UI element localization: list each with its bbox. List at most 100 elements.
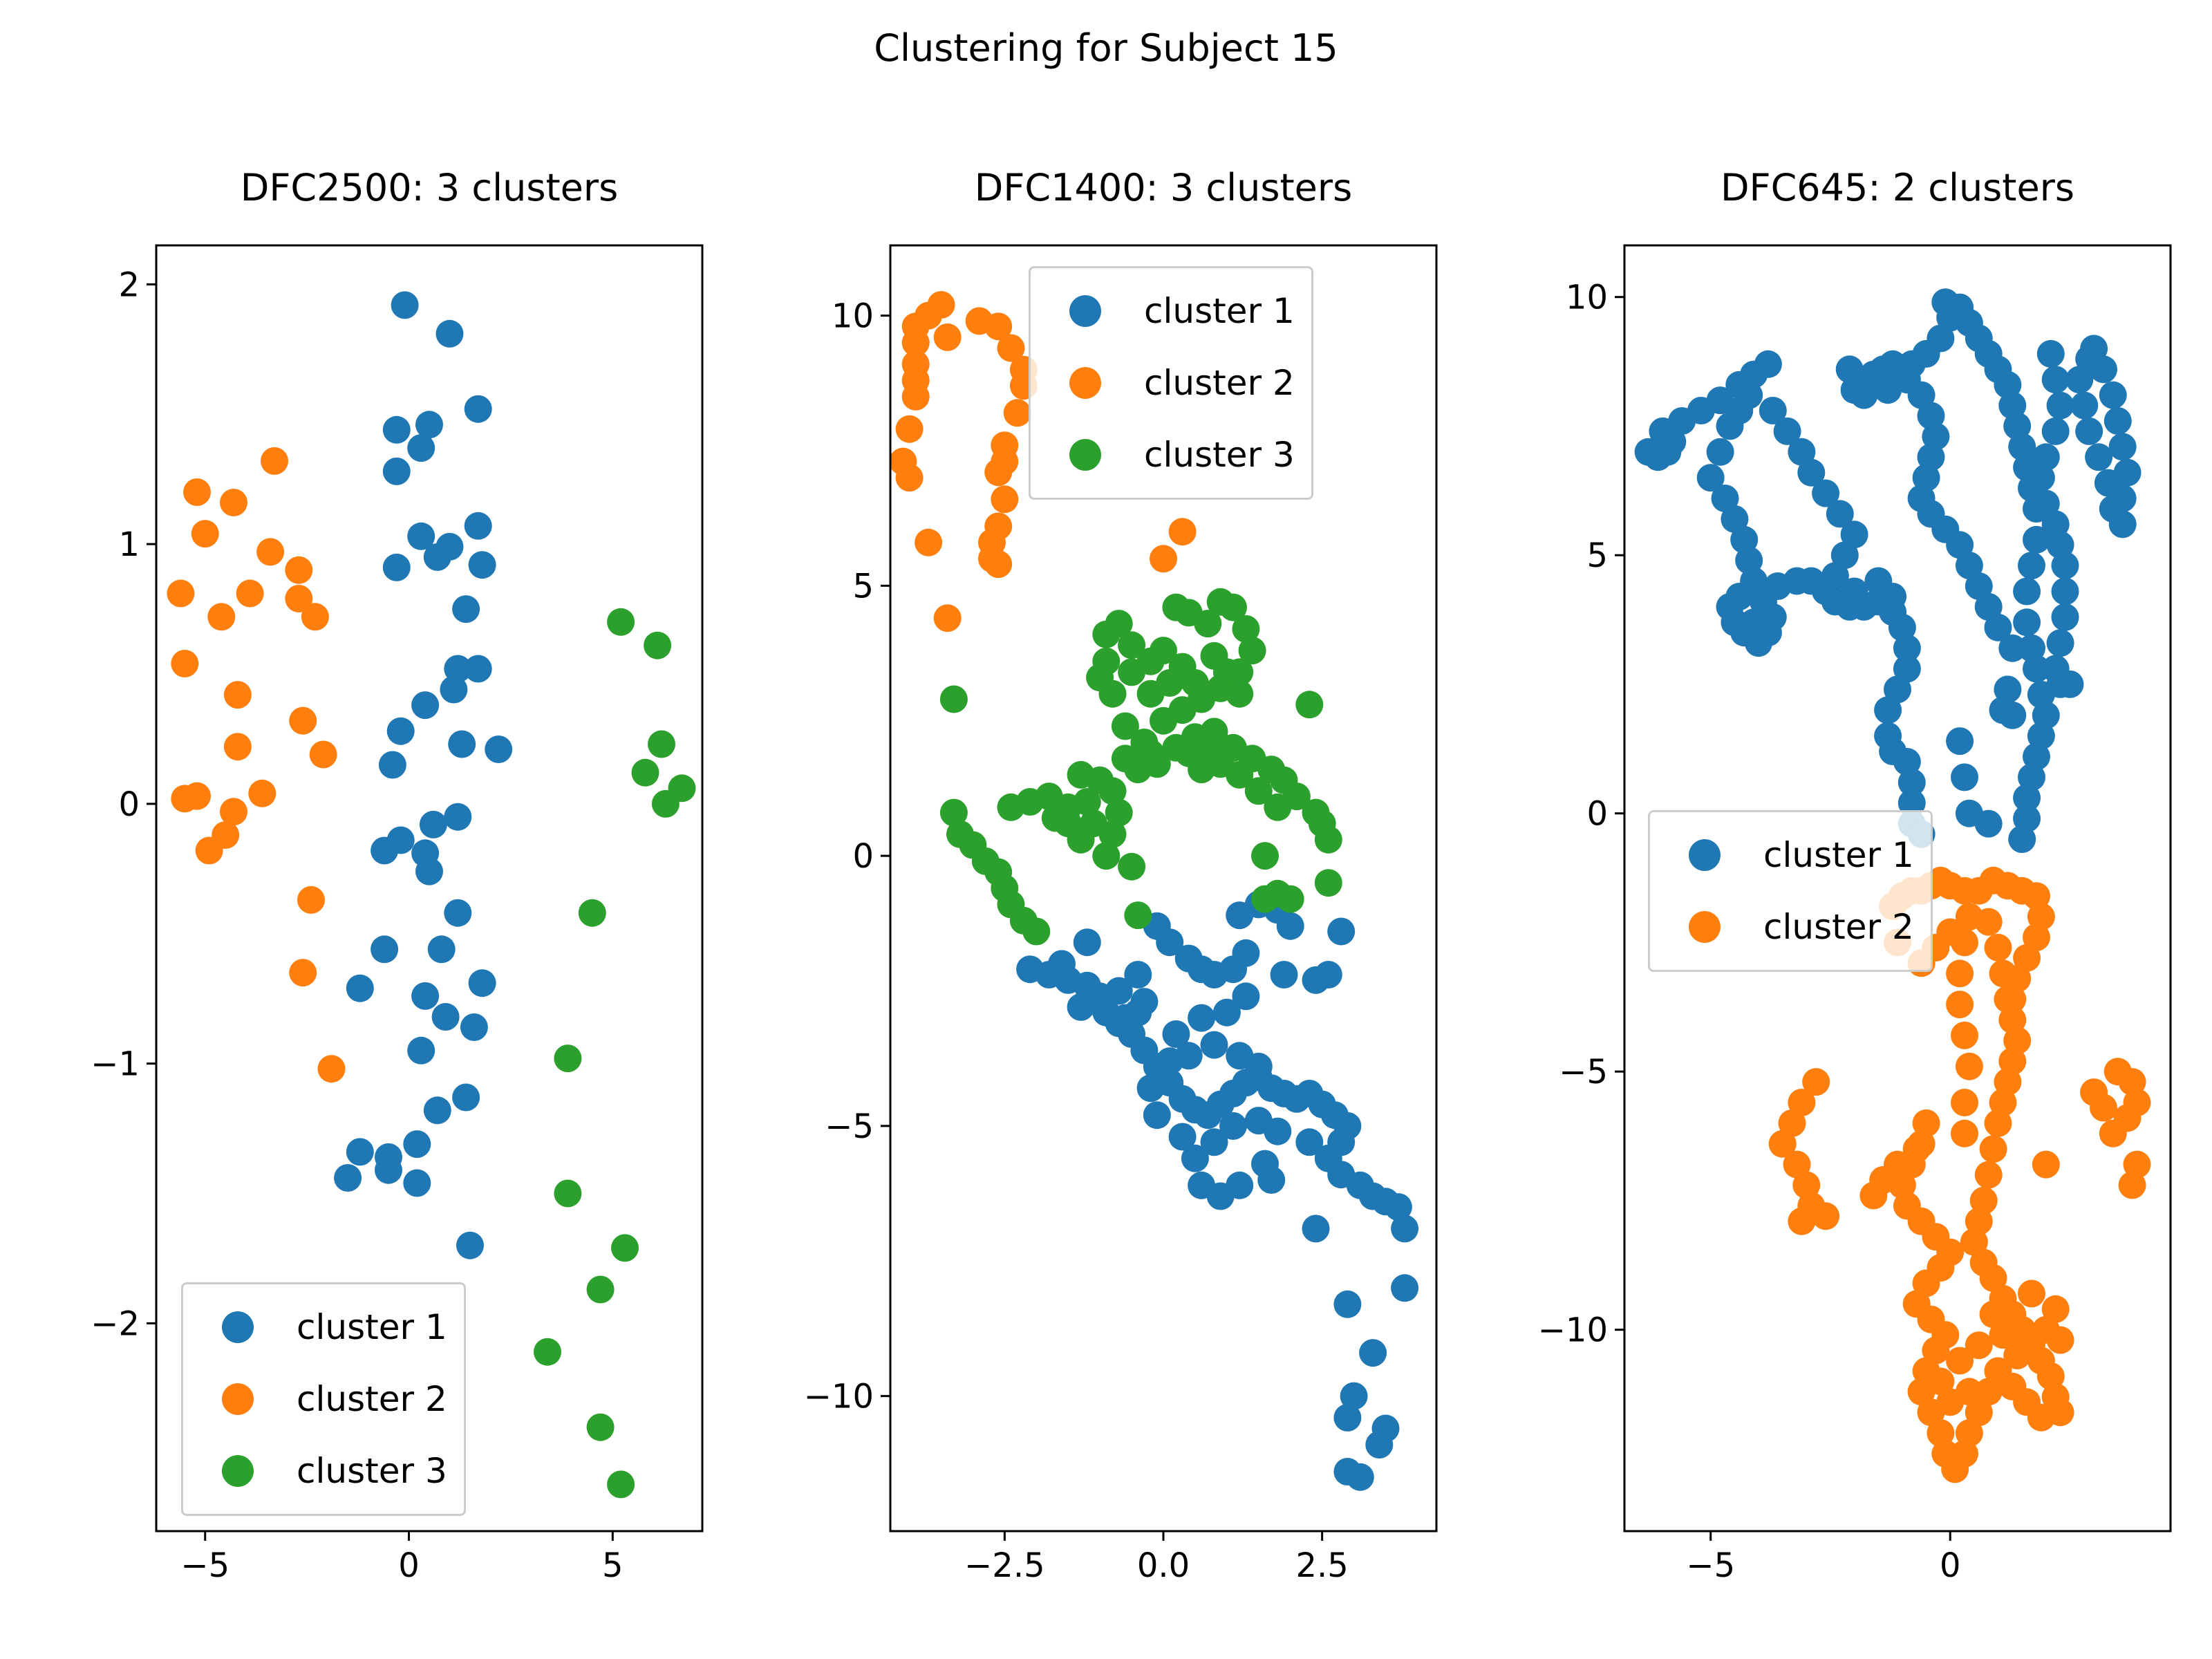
point-cluster-3 [1073,788,1101,816]
point-cluster-1 [1391,1274,1419,1302]
legend-entry: cluster 3 [194,1435,447,1507]
point-cluster-2 [1859,1181,1888,1210]
point-cluster-1 [2008,825,2036,853]
point-cluster-1 [1927,324,1955,353]
point-cluster-1 [407,434,435,462]
point-cluster-1 [1917,402,1945,430]
point-cluster-2 [1951,1089,1978,1116]
point-cluster-2 [895,415,924,443]
point-cluster-2 [285,556,313,584]
point-cluster-1 [2070,391,2099,420]
legend-label: cluster 2 [297,1379,447,1419]
legend-entry: cluster 1 [194,1291,447,1363]
point-cluster-2 [1788,1089,1816,1116]
point-cluster-2 [1902,1135,1931,1163]
point-cluster-2 [2023,924,2050,951]
point-cluster-2 [1951,1119,1978,1147]
y-tick-label: −2 [91,1304,140,1343]
point-cluster-3 [1226,679,1254,708]
point-cluster-1 [1850,381,1878,409]
point-cluster-1 [1912,464,1940,492]
panel-1-plot: −5 0 5 −2 −1 0 1 2 [91,244,704,1585]
point-cluster-1 [1365,1431,1394,1459]
point-cluster-3 [939,685,968,713]
point-cluster-2 [207,603,236,631]
point-cluster-1 [2023,525,2050,554]
point-cluster-1 [2018,552,2045,580]
legend-entry: cluster 1 [1661,819,1914,891]
point-cluster-1 [1168,1123,1197,1151]
point-cluster-1 [1788,438,1816,466]
point-cluster-1 [403,1130,431,1159]
point-cluster-1 [1922,422,1950,451]
point-cluster-1 [1994,371,2022,399]
point-cluster-1 [456,1231,484,1259]
point-cluster-1 [1917,443,1945,471]
point-cluster-2 [1003,399,1031,427]
point-cluster-1 [1989,696,2017,724]
point-cluster-1 [2051,552,2079,580]
y-tick-label: −5 [825,1107,874,1146]
point-cluster-1 [2080,335,2108,363]
point-cluster-1 [1200,1031,1228,1059]
point-cluster-1 [2099,495,2127,523]
point-cluster-2 [1994,1068,2022,1096]
point-cluster-2 [1168,518,1197,546]
point-cluster-1 [2090,355,2117,384]
point-cluster-3 [586,1413,615,1441]
x-tick-label: −5 [180,1546,229,1585]
point-cluster-1 [1840,521,1868,549]
point-cluster-1 [2013,577,2041,606]
point-cluster-1 [1897,768,1926,796]
point-cluster-1 [1232,939,1260,967]
point-cluster-2 [1778,1109,1806,1137]
point-cluster-2 [1965,1398,1993,1427]
point-cluster-2 [2080,1078,2108,1107]
point-cluster-2 [2003,1342,2032,1369]
panel-1-points [167,291,696,1499]
point-cluster-1 [444,899,472,927]
point-cluster-1 [2032,701,2060,729]
point-cluster-1 [431,1003,460,1031]
point-cluster-1 [1706,438,1734,466]
point-cluster-1 [2085,443,2113,471]
point-cluster-2 [1902,1290,1931,1318]
point-cluster-1 [375,1156,402,1184]
point-cluster-1 [464,395,492,423]
point-cluster-3 [1041,804,1069,832]
point-cluster-3 [578,899,606,927]
point-cluster-3 [1118,631,1146,659]
point-cluster-1 [371,935,399,964]
point-cluster-1 [2018,763,2045,791]
point-cluster-2 [223,681,252,709]
point-cluster-1 [378,751,406,779]
point-cluster-1 [1162,1020,1190,1048]
point-cluster-3 [1105,610,1133,638]
legend-label: cluster 1 [1763,835,1914,875]
point-cluster-2 [991,485,1019,514]
point-cluster-1 [1124,961,1152,988]
point-cluster-1 [448,730,476,758]
point-cluster-1 [1340,1382,1368,1410]
point-cluster-3 [1251,842,1279,870]
panel-1-legend: cluster 1 cluster 2 cluster 3 [181,1282,466,1516]
point-cluster-2 [1893,1192,1921,1220]
point-cluster-2 [1974,908,2003,936]
point-cluster-1 [1955,552,1983,580]
point-cluster-1 [2032,489,2060,518]
point-cluster-2 [2003,1027,2032,1055]
point-cluster-1 [460,1013,488,1041]
point-cluster-1 [2003,412,2032,440]
point-cluster-1 [1773,417,1801,445]
point-cluster-2 [1969,1186,1998,1215]
point-cluster-1 [411,691,440,720]
y-tick-label: 0 [1586,795,1608,834]
point-cluster-1 [382,415,411,444]
point-cluster-1 [2075,417,2103,445]
point-cluster-1 [423,1096,451,1125]
point-cluster-3 [1314,825,1342,854]
point-cluster-2 [1946,1347,1974,1375]
point-cluster-2 [933,604,962,632]
point-cluster-1 [2013,805,2041,833]
